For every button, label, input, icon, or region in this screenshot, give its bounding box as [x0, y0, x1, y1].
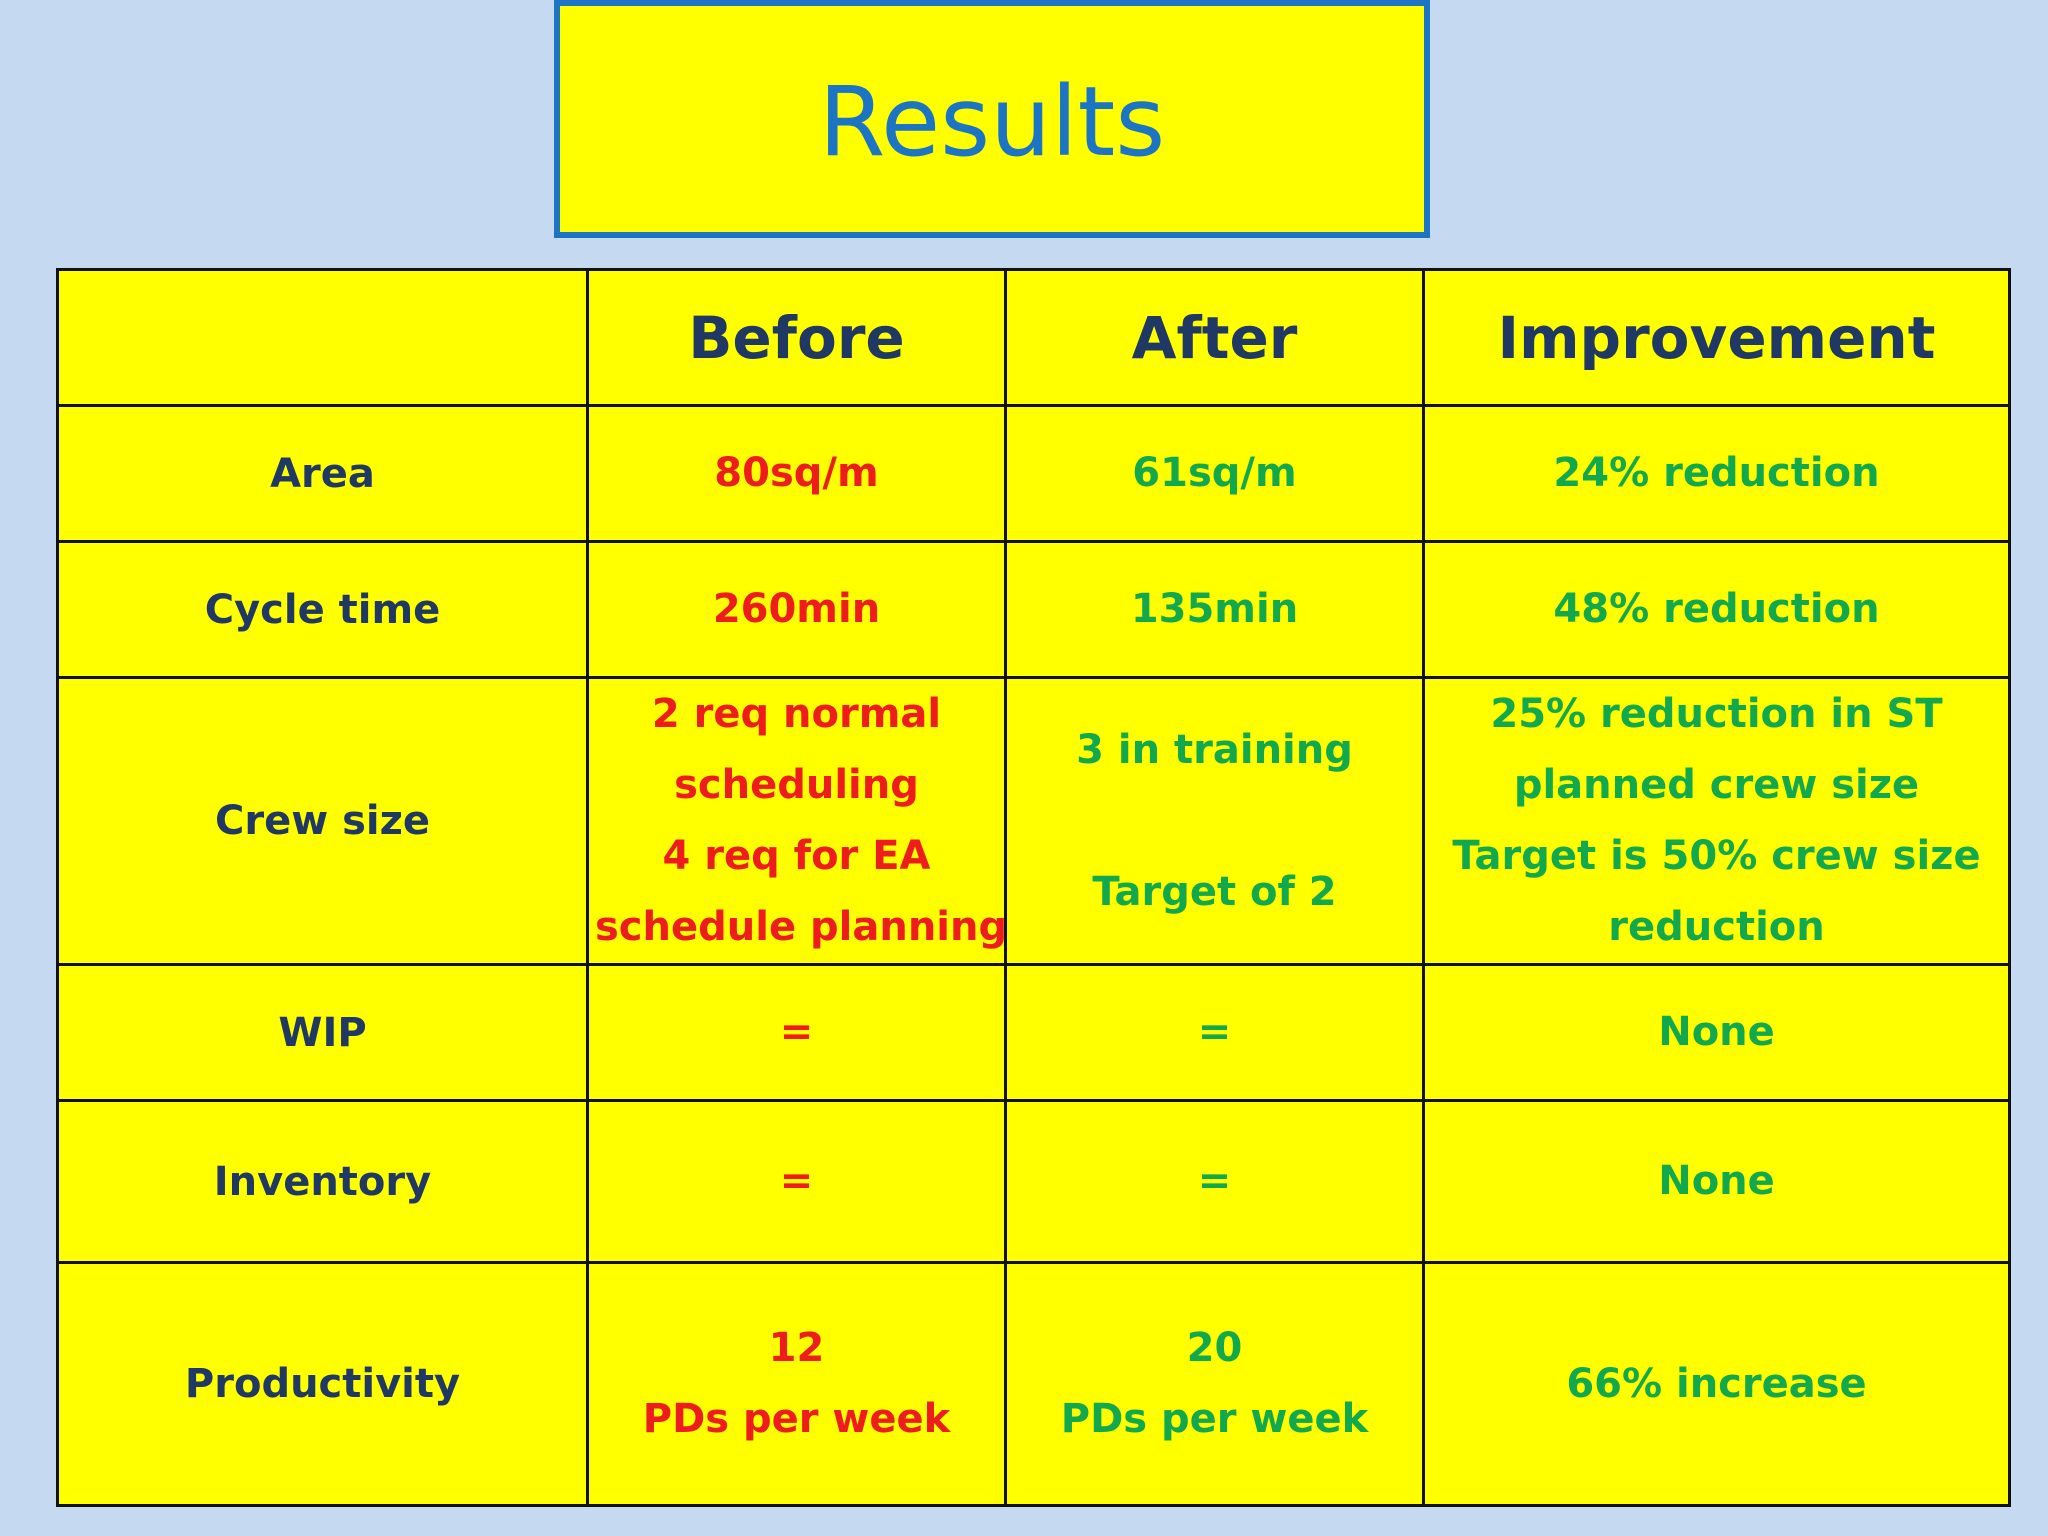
- table-row-wip: WIP = = None: [56, 963, 2011, 1102]
- page-title: Results: [818, 66, 1166, 178]
- improvement-value: 48% reduction: [1422, 540, 2011, 679]
- after-value-line: Target of 2: [1092, 868, 1337, 915]
- improvement-value-line: 25% reduction in ST: [1490, 691, 1943, 737]
- header-improvement: Improvement: [1422, 268, 2011, 407]
- before-value-line: scheduling: [674, 762, 919, 808]
- table-header-row: Before After Improvement: [56, 268, 2011, 407]
- improvement-value: 66% increase: [1422, 1261, 2011, 1507]
- before-value-line: 2 req normal: [651, 691, 942, 737]
- after-value-line: 3 in training: [1076, 726, 1353, 773]
- row-label: Productivity: [56, 1261, 589, 1507]
- before-value-line: 80sq/m: [714, 450, 879, 496]
- after-value: 135min: [1004, 540, 1425, 679]
- after-value: =: [1004, 963, 1425, 1102]
- row-label: Cycle time: [56, 540, 589, 679]
- after-value-line: 61sq/m: [1132, 450, 1297, 496]
- improvement-value-line: 24% reduction: [1553, 450, 1880, 496]
- before-value-line: schedule planning: [595, 904, 1008, 950]
- title-box: Results: [554, 0, 1430, 238]
- table-row-productivity: Productivity 12 PDs per week 20 PDs per …: [56, 1261, 2011, 1507]
- before-value-line: =: [779, 1009, 814, 1055]
- improvement-value-line: Target is 50% crew size: [1452, 833, 1981, 879]
- header-corner-cell: [56, 268, 589, 407]
- before-value-line: =: [779, 1158, 814, 1204]
- after-value-gap: [1013, 786, 1416, 857]
- row-label: Crew size: [56, 676, 589, 966]
- improvement-value-line: planned crew size: [1513, 762, 1920, 808]
- improvement-value: None: [1422, 963, 2011, 1102]
- after-value: 61sq/m: [1004, 404, 1425, 543]
- table-row-cycle-time: Cycle time 260min 135min 48% reduction: [56, 540, 2011, 679]
- after-value: 3 in training Target of 2: [1004, 676, 1425, 966]
- improvement-value-line: reduction: [1608, 904, 1825, 950]
- before-value: =: [586, 1099, 1007, 1264]
- improvement-value-line: 66% increase: [1566, 1360, 1867, 1407]
- before-value-line: 12: [768, 1325, 825, 1371]
- after-value-line: 135min: [1130, 586, 1299, 632]
- row-label: WIP: [56, 963, 589, 1102]
- after-value-line: =: [1197, 1158, 1232, 1204]
- row-label: Inventory: [56, 1099, 589, 1264]
- after-value-line: 20: [1186, 1325, 1243, 1371]
- before-value: =: [586, 963, 1007, 1102]
- table-row-area: Area 80sq/m 61sq/m 24% reduction: [56, 404, 2011, 543]
- row-label: Area: [56, 404, 589, 543]
- improvement-value-line: None: [1658, 1158, 1775, 1204]
- after-value: =: [1004, 1099, 1425, 1264]
- improvement-value: 24% reduction: [1422, 404, 2011, 543]
- before-value: 260min: [586, 540, 1007, 679]
- improvement-value-line: 48% reduction: [1553, 586, 1880, 632]
- before-value: 80sq/m: [586, 404, 1007, 543]
- before-value: 2 req normal scheduling 4 req for EA sch…: [586, 676, 1008, 966]
- after-value-line: PDs per week: [1060, 1396, 1369, 1442]
- before-value-line: 4 req for EA: [662, 833, 931, 879]
- improvement-value-line: None: [1658, 1009, 1775, 1055]
- header-before: Before: [586, 268, 1007, 407]
- header-after: After: [1004, 268, 1425, 407]
- before-value: 12 PDs per week: [586, 1261, 1007, 1507]
- results-table: Before After Improvement Area 80sq/m 61s…: [56, 268, 2011, 1507]
- improvement-value: 25% reduction in ST planned crew size Ta…: [1422, 676, 2011, 966]
- table-row-inventory: Inventory = = None: [56, 1099, 2011, 1264]
- before-value-line: 260min: [712, 586, 881, 632]
- before-value-line: PDs per week: [642, 1396, 951, 1442]
- after-value-line: =: [1197, 1009, 1232, 1055]
- improvement-value: None: [1422, 1099, 2011, 1264]
- after-value: 20 PDs per week: [1004, 1261, 1425, 1507]
- table-row-crew-size: Crew size 2 req normal scheduling 4 req …: [56, 676, 2011, 966]
